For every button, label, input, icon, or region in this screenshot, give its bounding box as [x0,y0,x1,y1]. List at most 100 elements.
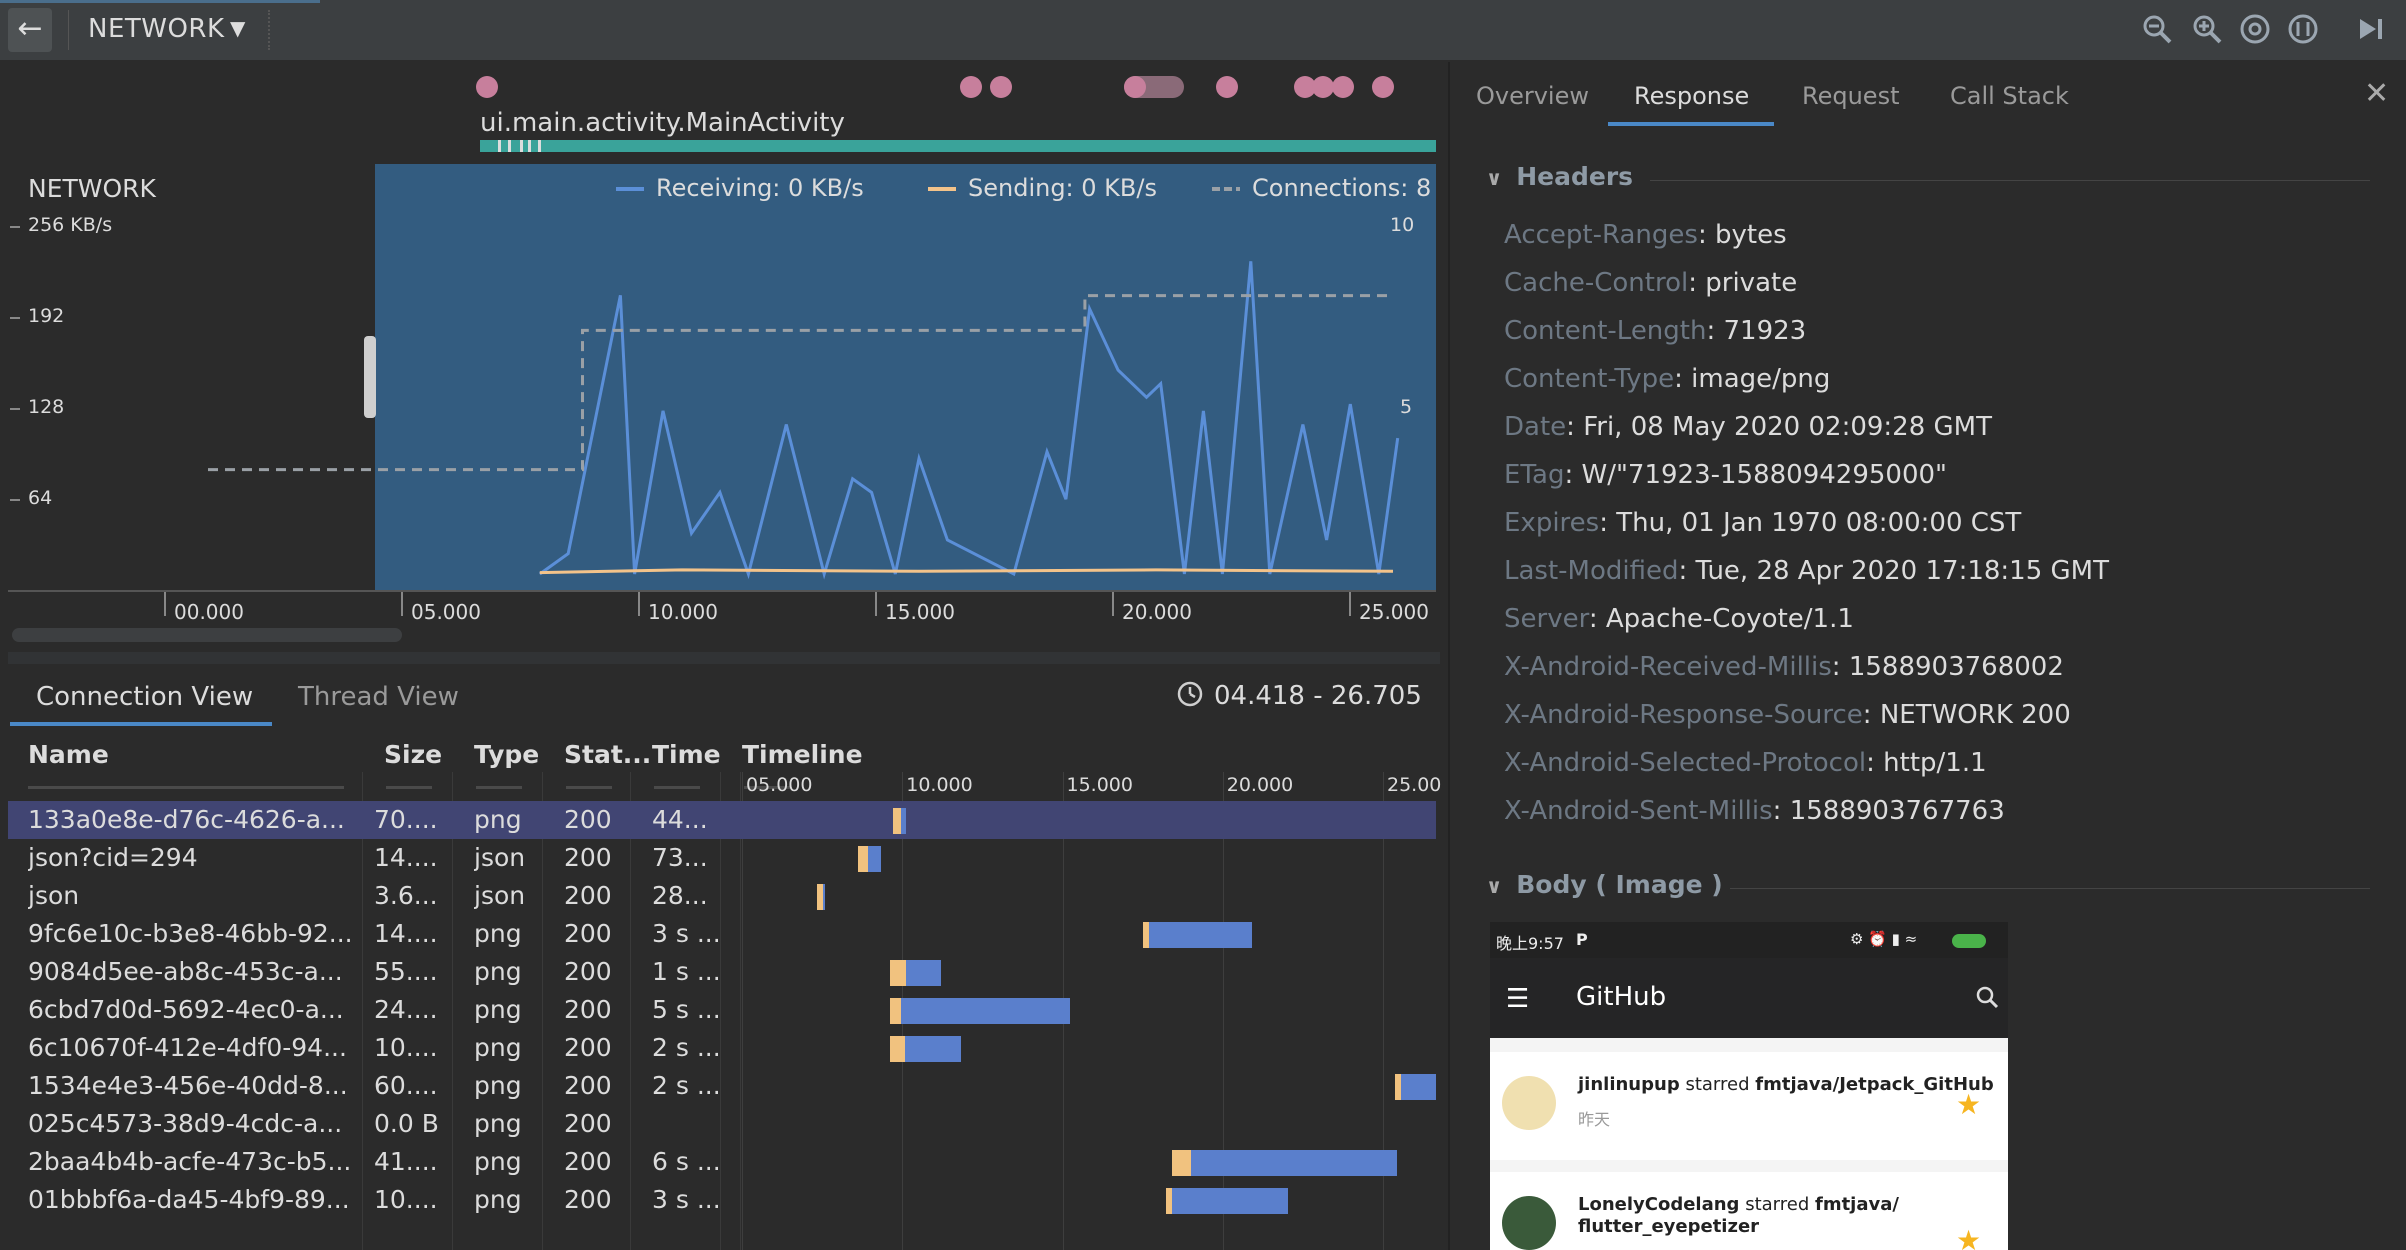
cell-name: 6c10670f-412e-4df0-94... [28,1033,347,1062]
y-tick [10,317,20,319]
tab-overview[interactable]: Overview [1476,82,1589,110]
header-value: 1588903768002 [1848,652,2064,682]
tab-request[interactable]: Request [1802,82,1900,110]
go-live-icon[interactable] [2354,12,2388,46]
cell-status: 200 [564,957,612,986]
table-row[interactable]: 2baa4b4b-acfe-473c-b5... 41.... png 200 6 s … [8,1143,1436,1181]
zoom-out-icon[interactable] [2140,12,2174,46]
body-section-toggle[interactable]: ∨ Body ( Image ) [1486,870,1723,899]
cell-status: 200 [564,919,612,948]
back-button[interactable]: ← [8,8,52,52]
table-row[interactable]: 025c4573-38d9-4cdc-a... 0.0 B png 200 [8,1105,1436,1143]
menu-icon: ☰ [1506,984,1530,1014]
touch-event-dot[interactable] [476,76,498,98]
table-row[interactable]: 9084d5ee-ab8c-453c-a... 55.... png 200 1 s .… [8,953,1436,991]
header-value: http/1.1 [1883,748,1987,778]
header-key: X-Android-Response-Source [1504,700,1863,730]
header-separator: : [1599,508,1617,538]
touch-event-dot[interactable] [1294,76,1316,98]
feed-item-text: jinlinupup starred fmtjava/Jetpack_GitHu… [1578,1074,1994,1095]
activity-tick [520,140,523,152]
profiler-title[interactable]: NETWORK [88,14,225,44]
x-tick [875,592,877,616]
cell-size: 41.... [374,1147,438,1176]
touch-event-dot[interactable] [1216,76,1238,98]
timeline-bar[interactable] [1165,1188,1288,1214]
header-separator: : [1674,364,1692,394]
chevron-down-icon[interactable]: ▼ [230,16,246,40]
table-row[interactable]: json 3.6... json 200 28... [8,877,1436,915]
table-row[interactable]: 9fc6e10c-b3e8-46bb-92... 14.... png 200 3 s … [8,915,1436,953]
x-label: 00.000 [174,600,244,624]
legend-swatch [1212,187,1240,191]
timeline-wait-segment [890,960,907,986]
tab-underline [1608,122,1774,126]
table-row[interactable]: 133a0e8e-d76c-4626-a... 70.... png 200 44... [8,801,1436,839]
column-separator [362,772,363,1250]
tab-call-stack[interactable]: Call Stack [1950,82,2069,110]
timeline-bar[interactable] [1172,1150,1397,1176]
legend-receiving-label: Receiving: 0 KB/s [656,174,864,202]
graph-title: NETWORK [28,174,156,203]
col-time-header[interactable]: Time [652,740,721,769]
tab-response[interactable]: Response [1634,82,1750,110]
table-row[interactable]: 01bbbf6a-da45-4bf9-89... 10.... png 200 3 s … [8,1181,1436,1219]
table-row[interactable]: 1534e4e3-456e-40dd-8... 60.... png 200 2 s .… [8,1067,1436,1105]
chevron-down-icon: ∨ [1486,874,1503,898]
col-status-header[interactable]: Stat... [564,740,652,769]
headers-section-toggle[interactable]: ∨ Headers [1486,162,1633,191]
header-value: private [1705,268,1798,298]
touch-event-dot[interactable] [1372,76,1394,98]
cell-size: 14.... [374,919,438,948]
feed-item-date: 昨天 [1578,1110,1611,1129]
timeline-label: 15.000 [1066,774,1133,796]
timeline-bar[interactable] [1143,922,1253,948]
timeline-bar[interactable] [890,998,1070,1024]
timeline-bar[interactable] [858,846,881,872]
timeline-bar[interactable] [890,960,942,986]
table-row[interactable]: 6c10670f-412e-4df0-94... 10.... png 200 2 s … [8,1029,1436,1067]
col-name-header[interactable]: Name [28,740,109,769]
fit-range-icon[interactable] [2286,12,2320,46]
activity-bar[interactable] [480,140,1436,152]
column-separator [630,772,631,1250]
horizontal-scrollbar[interactable] [12,628,402,642]
col-size-header[interactable]: Size [384,740,443,769]
table-row[interactable]: json?cid=294 14.... json 200 73... [8,839,1436,877]
header-row: X-Android-Received-Millis: 1588903768002 [1504,652,2064,682]
touch-event-dot[interactable] [990,76,1012,98]
tab-thread-view[interactable]: Thread View [298,682,459,712]
panel-divider[interactable] [8,652,1440,664]
timeline-bar[interactable] [890,1036,961,1062]
touch-event-dot[interactable] [960,76,982,98]
timeline-bar[interactable] [893,808,907,834]
feed-repo: fmtjava/Jetpack_GitHub [1755,1074,1994,1095]
y-tick [10,408,20,410]
feed-item: jinlinupup starred fmtjava/Jetpack_GitHu… [1490,1052,2008,1160]
col-type-header[interactable]: Type [474,740,540,769]
legend-swatch [616,187,644,191]
cell-time: 2 s ... [652,1033,721,1062]
zoom-in-icon[interactable] [2190,12,2224,46]
header-row: X-Android-Selected-Protocol: http/1.1 [1504,748,1987,778]
timeline-bar[interactable] [1395,1074,1436,1100]
reset-zoom-icon[interactable] [2238,12,2272,46]
cell-status: 200 [564,1109,612,1138]
cell-type: png [474,957,522,986]
touch-event-dot[interactable] [1332,76,1354,98]
touch-event-dot[interactable] [1312,76,1334,98]
col-timeline-header[interactable]: Timeline [742,740,863,769]
toolbar-accent-line [0,0,320,3]
close-icon[interactable]: ✕ [2364,76,2390,111]
timeline-wait-segment [858,846,868,872]
avatar [1502,1196,1556,1250]
star-icon: ★ [1956,1224,1982,1250]
timeline-bar[interactable] [816,884,825,910]
touch-event-dot[interactable] [1124,76,1146,98]
tab-connection-view[interactable]: Connection View [36,682,254,712]
header-separator: : [1566,412,1584,442]
timeline-wait-segment [1143,922,1150,948]
activity-tick [538,140,541,152]
range-handle[interactable] [364,336,376,418]
table-row[interactable]: 6cbd7d0d-5692-4ec0-a... 24.... png 200 5 s .… [8,991,1436,1029]
